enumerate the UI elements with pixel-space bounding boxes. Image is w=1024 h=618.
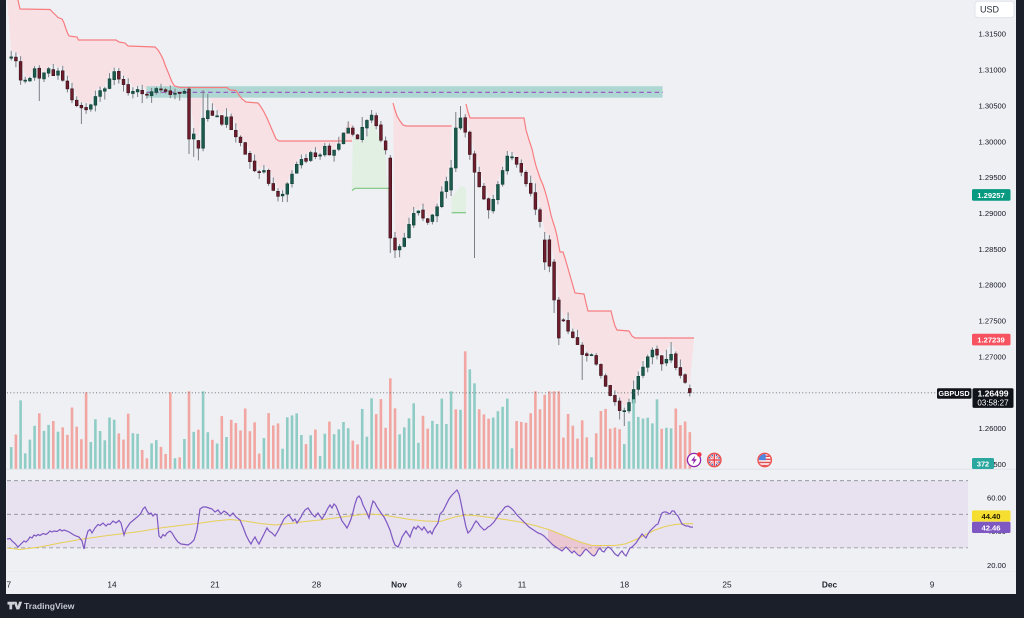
svg-text:14: 14 [107,579,117,589]
svg-text:9: 9 [930,579,935,589]
svg-text:1.29257: 1.29257 [977,191,1004,200]
svg-text:44.40: 44.40 [981,512,1000,521]
svg-text:1.27500: 1.27500 [979,317,1006,326]
svg-text:Nov: Nov [391,579,407,589]
svg-text:1.28000: 1.28000 [979,281,1006,290]
svg-text:1.27239: 1.27239 [977,335,1004,344]
svg-text:7: 7 [6,579,11,589]
svg-text:11: 11 [518,579,527,589]
svg-text:GBPUSD: GBPUSD [938,389,969,398]
svg-text:1.29500: 1.29500 [979,173,1006,182]
svg-text:60.00: 60.00 [987,493,1006,502]
svg-text:42.46: 42.46 [981,523,1000,532]
svg-text:1.28500: 1.28500 [979,245,1006,254]
svg-text:1.30500: 1.30500 [979,101,1006,110]
svg-text:TradingView: TradingView [24,601,75,611]
svg-text:6: 6 [457,579,462,589]
svg-text:1.30000: 1.30000 [979,137,1006,146]
svg-text:28: 28 [312,579,322,589]
svg-text:20.00: 20.00 [987,561,1006,570]
svg-text:25: 25 [722,579,732,589]
svg-text:03:58:27: 03:58:27 [977,399,1009,408]
svg-text:1.31000: 1.31000 [979,66,1006,75]
svg-text:1.27000: 1.27000 [979,352,1006,361]
svg-text:1.29000: 1.29000 [979,209,1006,218]
svg-text:Dec: Dec [822,579,838,589]
svg-text:1.26499: 1.26499 [977,389,1008,399]
svg-text:1.26000: 1.26000 [979,424,1006,433]
svg-text:USD: USD [980,5,1000,15]
svg-text:21: 21 [210,579,220,589]
svg-text:1.31500: 1.31500 [979,30,1006,39]
svg-text:372: 372 [977,459,989,468]
svg-text:18: 18 [620,579,630,589]
